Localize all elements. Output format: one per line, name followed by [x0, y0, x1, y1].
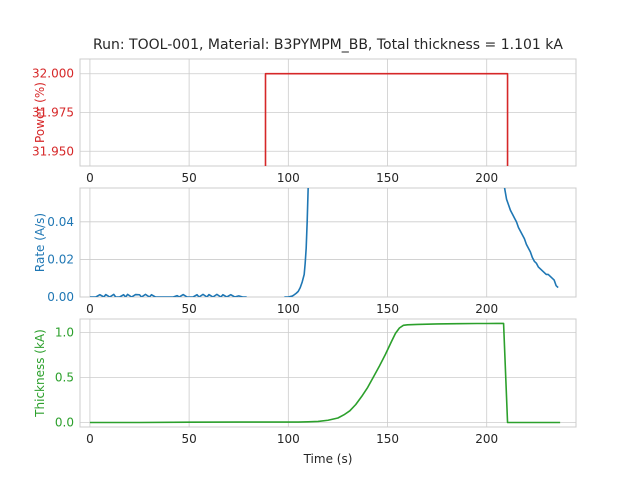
- thickness-y-tick-label: 0.0: [55, 416, 74, 430]
- power-y-tick-label: 31.950: [32, 144, 74, 158]
- thickness-x-tick-label: 50: [181, 432, 196, 446]
- thickness-y-axis-label: Thickness (kA): [33, 329, 47, 418]
- thickness-y-tick-label: 1.0: [55, 326, 74, 340]
- rate-x-tick-label: 0: [86, 302, 94, 316]
- power-x-tick-label: 0: [86, 171, 94, 185]
- x-axis-label: Time (s): [303, 452, 353, 466]
- rate-axes-frame: [79, 187, 577, 298]
- thickness-x-tick-label: 100: [277, 432, 300, 446]
- power-y-tick-label: 31.975: [32, 106, 74, 120]
- rate-x-tick-label: 200: [475, 302, 498, 316]
- thickness-x-tick-label: 0: [86, 432, 94, 446]
- thickness-y-tick-label: 0.5: [55, 371, 74, 385]
- thickness-axes-frame: [79, 318, 577, 428]
- rate-y-tick-label: 0.00: [47, 290, 74, 304]
- chart-title: Run: TOOL-001, Material: B3PYMPM_BB, Tot…: [93, 37, 563, 53]
- thickness-x-tick-label: 150: [376, 432, 399, 446]
- power-y-tick-label: 32.000: [32, 67, 74, 81]
- power-series-line: [264, 72, 509, 166]
- rate-y-axis-label: Rate (A/s): [33, 213, 47, 272]
- thickness-series-line: [89, 322, 561, 424]
- power-x-tick-label: 150: [376, 171, 399, 185]
- power-axes-frame: [79, 58, 577, 167]
- rate-series-line: [284, 188, 309, 297]
- rate-series-line: [89, 293, 247, 297]
- rate-x-tick-label: 150: [376, 302, 399, 316]
- power-y-axis-label: Power (%): [33, 82, 47, 143]
- power-x-tick-label: 50: [181, 171, 196, 185]
- rate-x-tick-label: 50: [181, 302, 196, 316]
- rate-x-tick-label: 100: [277, 302, 300, 316]
- rate-y-tick-label: 0.04: [47, 215, 74, 229]
- rate-y-tick-label: 0.02: [47, 252, 74, 266]
- thickness-subplot: 0 50 100 150 200 0.0 0.5 1.0 Thickness (kA): [33, 318, 577, 446]
- power-x-tick-label: 200: [475, 171, 498, 185]
- power-x-tick-label: 100: [277, 171, 300, 185]
- rate-series-line: [503, 188, 559, 289]
- thickness-x-tick-label: 200: [475, 432, 498, 446]
